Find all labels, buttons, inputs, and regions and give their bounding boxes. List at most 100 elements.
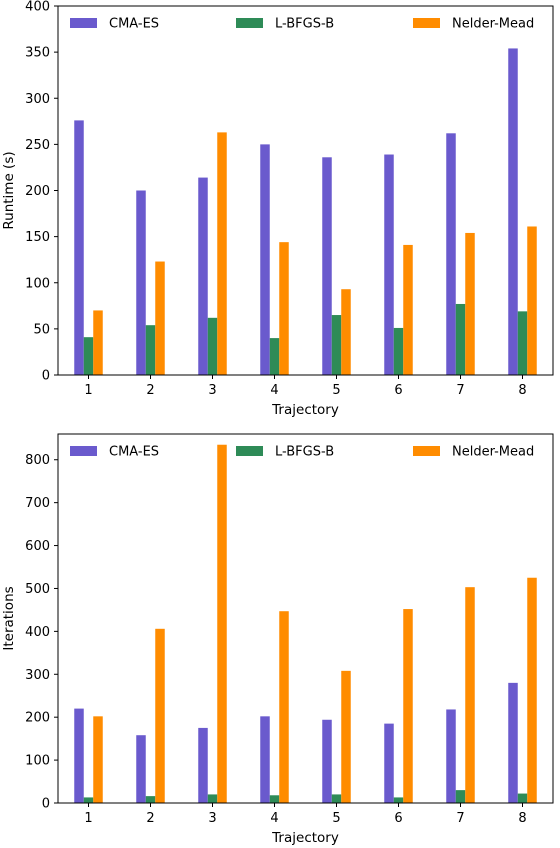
bar-l-bfgs-b-6 xyxy=(393,797,404,803)
runtime-chart: 0 50 100 150 200 250 300 350 400 1 2 3 4 5 6 7 8 Trajecto… xyxy=(1,0,554,418)
legend-swatch xyxy=(236,446,263,456)
bar-nelder-mead-6 xyxy=(403,244,413,375)
x-tick-label: 4 xyxy=(270,383,278,398)
bar-l-bfgs-b-7 xyxy=(455,303,466,375)
bar-cma-es-3 xyxy=(198,177,208,375)
x-tick-label: 8 xyxy=(518,811,526,826)
legend-label: CMA-ES xyxy=(109,17,159,32)
bar-l-bfgs-b-8 xyxy=(517,311,528,375)
legend-swatch xyxy=(236,18,263,28)
bar-nelder-mead-7 xyxy=(465,587,475,803)
bar-cma-es-1 xyxy=(74,708,84,803)
bar-nelder-mead-3 xyxy=(217,444,227,803)
y-tick-label: 100 xyxy=(25,754,50,769)
legend: CMA-ES L-BFGS-B Nelder-Mead xyxy=(70,445,534,460)
y-tick-label: 150 xyxy=(25,230,50,245)
bar-l-bfgs-b-7 xyxy=(455,790,466,803)
x-tick-label: 5 xyxy=(332,383,340,398)
x-tick-label: 7 xyxy=(456,811,464,826)
x-tick-label: 4 xyxy=(270,811,278,826)
legend-label: L-BFGS-B xyxy=(275,445,334,460)
legend-label: CMA-ES xyxy=(109,445,159,460)
y-axis-label: Iterations xyxy=(1,586,17,650)
bar-cma-es-3 xyxy=(198,727,208,803)
plot-frame xyxy=(57,5,554,376)
bar-cma-es-7 xyxy=(446,709,456,803)
bar-nelder-mead-1 xyxy=(93,716,103,803)
bar-l-bfgs-b-5 xyxy=(331,315,342,375)
bar-nelder-mead-7 xyxy=(465,232,475,375)
bar-nelder-mead-6 xyxy=(403,609,413,803)
x-tick-label: 2 xyxy=(146,383,154,398)
x-tick-label: 5 xyxy=(332,811,340,826)
x-axis-label: Trajectory xyxy=(271,830,339,846)
y-tick-label: 600 xyxy=(25,539,50,554)
x-tick-label: 3 xyxy=(208,811,216,826)
legend-label: Nelder-Mead xyxy=(452,445,534,460)
legend-swatch xyxy=(413,446,440,456)
bar-nelder-mead-2 xyxy=(155,261,165,375)
bar-cma-es-4 xyxy=(260,716,270,803)
x-axis-label: Trajectory xyxy=(271,402,339,418)
iterations-chart: 0 100 200 300 400 500 600 700 800 1 2 3 4 5 6 7 8 Traject… xyxy=(1,433,554,846)
bar-l-bfgs-b-2 xyxy=(145,796,156,803)
legend-label: L-BFGS-B xyxy=(275,17,334,32)
y-tick-label: 200 xyxy=(25,184,50,199)
legend-swatch xyxy=(70,446,97,456)
y-tick-label: 400 xyxy=(25,0,50,15)
bar-cma-es-8 xyxy=(508,48,518,375)
y-axis-label: Runtime (s) xyxy=(1,151,17,229)
bar-l-bfgs-b-8 xyxy=(517,793,528,803)
bar-cma-es-7 xyxy=(446,133,456,375)
bar-nelder-mead-4 xyxy=(279,611,289,803)
bar-nelder-mead-5 xyxy=(341,670,351,803)
x-tick-label: 3 xyxy=(208,383,216,398)
y-tick-label: 50 xyxy=(33,322,50,337)
x-tick-label: 1 xyxy=(84,811,92,826)
y-tick-label: 0 xyxy=(42,797,50,812)
x-tick-label: 6 xyxy=(394,383,402,398)
y-tick-label: 500 xyxy=(25,582,50,597)
bar-cma-es-1 xyxy=(74,120,84,375)
bar-cma-es-6 xyxy=(384,723,394,803)
y-tick-label: 700 xyxy=(25,496,50,511)
bar-l-bfgs-b-3 xyxy=(207,317,218,375)
x-tick-label: 2 xyxy=(146,811,154,826)
legend-label: Nelder-Mead xyxy=(452,17,534,32)
y-tick-label: 800 xyxy=(25,453,50,468)
bar-nelder-mead-4 xyxy=(279,242,289,375)
bar-l-bfgs-b-6 xyxy=(393,327,404,375)
bar-nelder-mead-8 xyxy=(527,226,537,375)
bar-cma-es-8 xyxy=(508,682,518,803)
bar-nelder-mead-5 xyxy=(341,289,351,375)
y-tick-label: 100 xyxy=(25,276,50,291)
bar-l-bfgs-b-1 xyxy=(83,797,94,803)
y-tick-label: 400 xyxy=(25,625,50,640)
x-tick-label: 8 xyxy=(518,383,526,398)
legend: CMA-ES L-BFGS-B Nelder-Mead xyxy=(70,17,534,32)
bar-cma-es-2 xyxy=(136,190,146,375)
bar-l-bfgs-b-4 xyxy=(269,795,280,803)
y-tick-label: 0 xyxy=(42,369,50,384)
bar-cma-es-2 xyxy=(136,735,146,803)
bar-l-bfgs-b-4 xyxy=(269,338,280,375)
bar-nelder-mead-8 xyxy=(527,577,537,803)
y-tick-label: 300 xyxy=(25,668,50,683)
legend-swatch xyxy=(413,18,440,28)
bar-cma-es-6 xyxy=(384,154,394,375)
x-tick-label: 7 xyxy=(456,383,464,398)
bar-cma-es-5 xyxy=(322,157,332,375)
y-tick-label: 350 xyxy=(25,46,50,61)
bar-nelder-mead-3 xyxy=(217,132,227,375)
x-tick-label: 1 xyxy=(84,383,92,398)
legend-swatch xyxy=(70,18,97,28)
bar-l-bfgs-b-2 xyxy=(145,325,156,375)
bar-nelder-mead-1 xyxy=(93,310,103,375)
x-tick-label: 6 xyxy=(394,811,402,826)
bar-cma-es-4 xyxy=(260,144,270,376)
bar-l-bfgs-b-5 xyxy=(331,794,342,803)
y-tick-label: 200 xyxy=(25,711,50,726)
bar-nelder-mead-2 xyxy=(155,628,165,803)
plot-frame xyxy=(57,433,554,804)
